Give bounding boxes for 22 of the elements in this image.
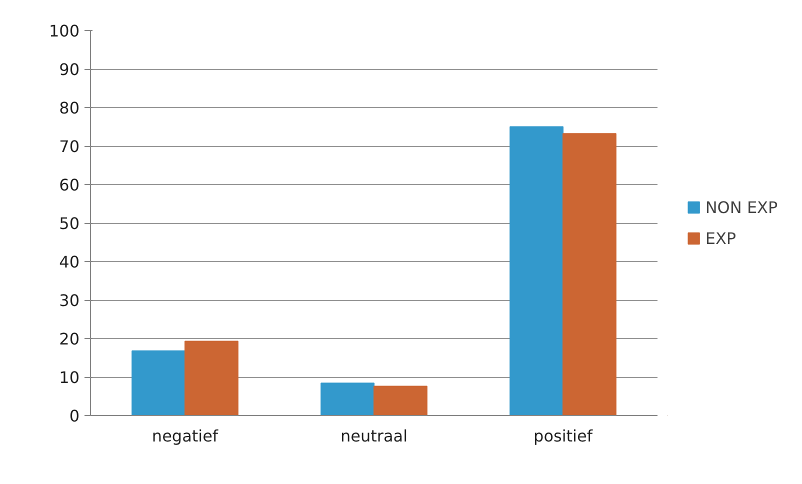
x-tick-label: positief (534, 426, 593, 446)
bar (374, 386, 428, 416)
y-tick-label: 60 (59, 176, 80, 194)
y-tick-label: 100 (48, 22, 80, 40)
y-tick-label: 20 (59, 330, 80, 348)
x-tick-label: neutraal (340, 426, 408, 446)
y-tick-label: 0 (69, 406, 80, 426)
bar (132, 350, 186, 416)
y-tick-label: 90 (59, 60, 80, 79)
bar (510, 126, 564, 416)
y-tick-label: 40 (59, 252, 80, 272)
y-tick-label: 50 (59, 214, 80, 233)
bar (184, 340, 238, 416)
y-tick-label: 10 (59, 368, 80, 387)
x-tick-label: negatief (152, 426, 218, 446)
y-tick-label: 30 (59, 291, 80, 310)
legend-label: NON EXP (705, 198, 778, 216)
bar (562, 133, 616, 416)
bar (320, 382, 374, 416)
y-tick-label: 80 (59, 98, 80, 118)
legend-label: EXP (705, 228, 736, 248)
y-tick-label: 70 (59, 137, 80, 156)
